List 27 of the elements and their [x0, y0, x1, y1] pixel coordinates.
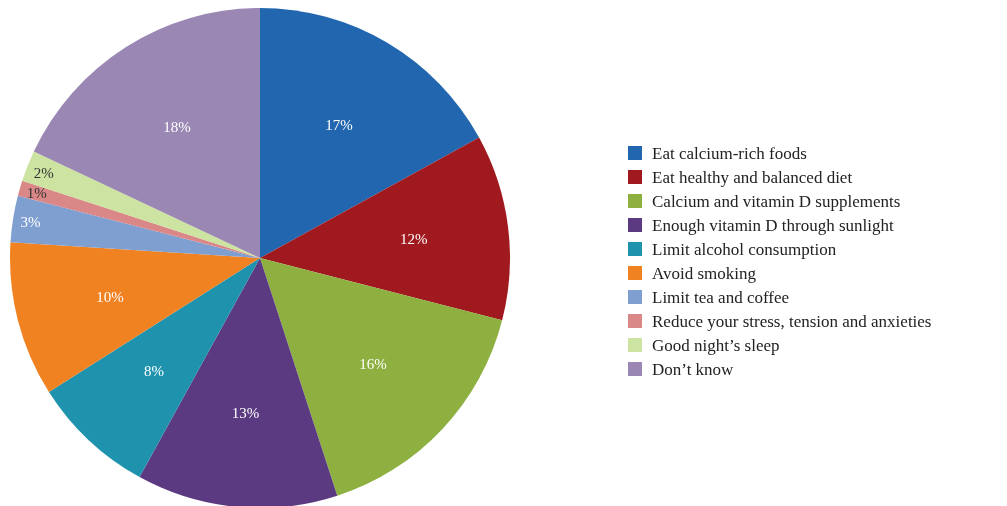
data-label: 3% — [20, 213, 41, 230]
pie-slice — [22, 151, 260, 258]
legend-label: Eat calcium-rich foods — [652, 143, 807, 163]
pie-slice — [48, 258, 260, 478]
pie-slice — [260, 258, 503, 496]
data-label: 13% — [231, 404, 260, 421]
legend-label: Calcium and vitamin D supplements — [652, 191, 901, 211]
legend-label: Don’t know — [652, 359, 735, 379]
data-label: 8% — [143, 363, 164, 380]
data-label: 2% — [33, 164, 54, 181]
legend-label: Reduce your stress, tension and anxieties — [652, 311, 932, 331]
data-label: 18% — [163, 119, 191, 136]
legend-label: Good night’s sleep — [652, 335, 780, 355]
pie-slice — [260, 8, 480, 258]
legend-label: Limit tea and coffee — [652, 287, 790, 307]
data-label: 1% — [26, 185, 47, 202]
data-label: 12% — [400, 230, 428, 247]
legend-label: Eat healthy and balanced diet — [652, 167, 853, 187]
pie-slice — [10, 242, 260, 392]
pie-slice — [139, 258, 338, 506]
legend-label: Limit alcohol consumption — [652, 239, 837, 259]
legend-label: Enough vitamin D through sunlight — [652, 215, 895, 235]
data-label: 10% — [96, 288, 124, 305]
pie-slice — [260, 137, 510, 321]
data-label: 17% — [325, 116, 353, 133]
legend-label: Avoid smoking — [652, 263, 757, 283]
data-label: 16% — [359, 356, 387, 373]
